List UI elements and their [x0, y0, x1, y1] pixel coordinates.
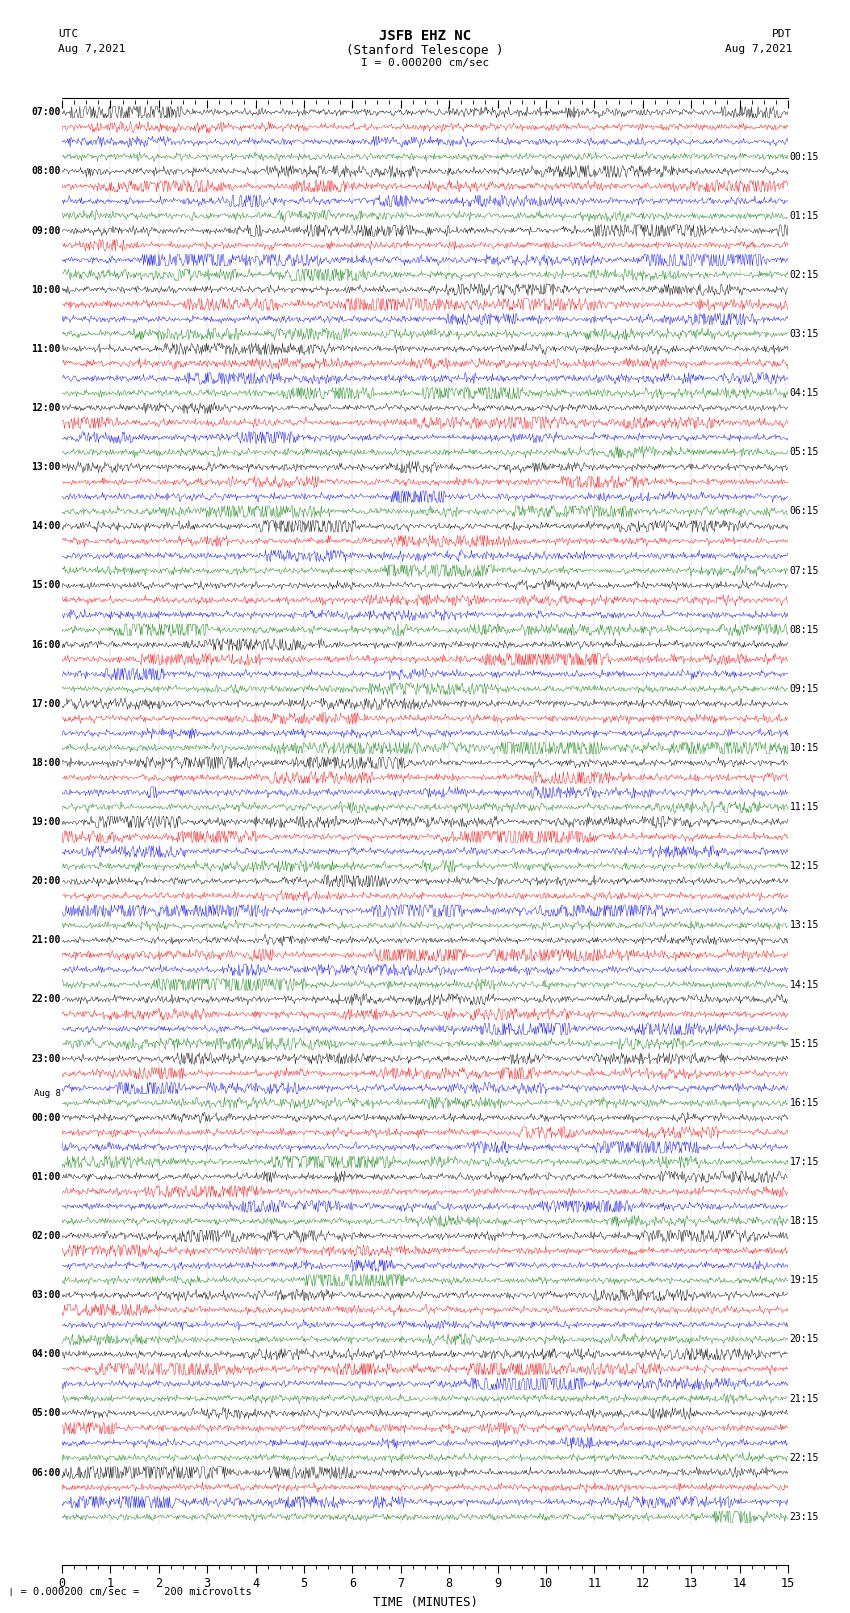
Text: 02:00: 02:00 [31, 1231, 60, 1240]
Text: Aug 8: Aug 8 [34, 1089, 60, 1098]
Text: 16:00: 16:00 [31, 639, 60, 650]
Text: 22:00: 22:00 [31, 994, 60, 1005]
Text: 07:00: 07:00 [31, 106, 60, 118]
Text: 13:15: 13:15 [790, 921, 819, 931]
Text: 00:00: 00:00 [31, 1113, 60, 1123]
Text: 23:00: 23:00 [31, 1053, 60, 1063]
Text: 21:15: 21:15 [790, 1394, 819, 1403]
Text: 23:15: 23:15 [790, 1511, 819, 1523]
Text: 11:00: 11:00 [31, 344, 60, 353]
Text: 20:00: 20:00 [31, 876, 60, 886]
Text: 08:00: 08:00 [31, 166, 60, 176]
Text: 12:00: 12:00 [31, 403, 60, 413]
Text: 15:15: 15:15 [790, 1039, 819, 1048]
Text: 15:00: 15:00 [31, 581, 60, 590]
Text: (Stanford Telescope ): (Stanford Telescope ) [346, 44, 504, 56]
Text: 00:15: 00:15 [790, 152, 819, 161]
X-axis label: TIME (MINUTES): TIME (MINUTES) [372, 1595, 478, 1608]
Text: 19:00: 19:00 [31, 816, 60, 827]
Text: 03:15: 03:15 [790, 329, 819, 339]
Text: 05:15: 05:15 [790, 447, 819, 458]
Text: 11:15: 11:15 [790, 802, 819, 813]
Text: 04:00: 04:00 [31, 1348, 60, 1360]
Text: 14:00: 14:00 [31, 521, 60, 531]
Text: 02:15: 02:15 [790, 269, 819, 281]
Text: 14:15: 14:15 [790, 979, 819, 990]
Text: I = 0.000200 cm/sec: I = 0.000200 cm/sec [361, 58, 489, 68]
Text: 12:15: 12:15 [790, 861, 819, 871]
Text: 18:15: 18:15 [790, 1216, 819, 1226]
Text: 22:15: 22:15 [790, 1453, 819, 1463]
Text: 05:00: 05:00 [31, 1408, 60, 1418]
Text: 16:15: 16:15 [790, 1098, 819, 1108]
Text: 01:00: 01:00 [31, 1171, 60, 1182]
Text: 09:00: 09:00 [31, 226, 60, 235]
Text: 07:15: 07:15 [790, 566, 819, 576]
Text: 17:00: 17:00 [31, 698, 60, 708]
Text: 18:00: 18:00 [31, 758, 60, 768]
Text: 06:00: 06:00 [31, 1468, 60, 1478]
Text: 03:00: 03:00 [31, 1290, 60, 1300]
Text: PDT: PDT [772, 29, 792, 39]
Text: Aug 7,2021: Aug 7,2021 [58, 44, 125, 53]
Text: 21:00: 21:00 [31, 936, 60, 945]
Text: 17:15: 17:15 [790, 1157, 819, 1168]
Text: 19:15: 19:15 [790, 1276, 819, 1286]
Text: JSFB EHZ NC: JSFB EHZ NC [379, 29, 471, 44]
Text: 13:00: 13:00 [31, 461, 60, 473]
Text: 10:15: 10:15 [790, 744, 819, 753]
Text: 06:15: 06:15 [790, 506, 819, 516]
Text: 04:15: 04:15 [790, 389, 819, 398]
Text: ❘ = 0.000200 cm/sec =    200 microvolts: ❘ = 0.000200 cm/sec = 200 microvolts [8, 1587, 252, 1597]
Text: UTC: UTC [58, 29, 78, 39]
Text: 01:15: 01:15 [790, 211, 819, 221]
Text: 10:00: 10:00 [31, 284, 60, 295]
Text: 09:15: 09:15 [790, 684, 819, 694]
Text: 08:15: 08:15 [790, 624, 819, 636]
Text: Aug 7,2021: Aug 7,2021 [725, 44, 792, 53]
Text: 20:15: 20:15 [790, 1334, 819, 1345]
